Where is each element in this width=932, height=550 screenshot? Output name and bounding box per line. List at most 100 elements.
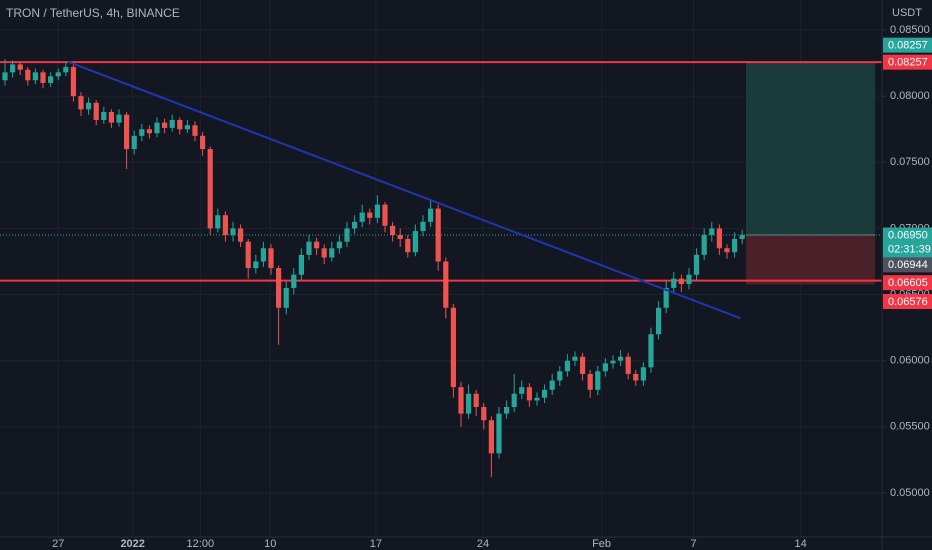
candle-body (275, 268, 282, 308)
loss-zone (745, 235, 876, 285)
candle-body (25, 69, 31, 81)
candle-body (184, 125, 191, 130)
candle-body (572, 356, 578, 361)
candle-body (579, 356, 586, 374)
candle-body (17, 64, 23, 70)
candle-body (443, 261, 449, 308)
symbol-title: TRON / TetherUS, 4h, BINANCE (6, 6, 180, 20)
candle-body (268, 248, 274, 269)
candle-body (678, 278, 684, 284)
price-tag (883, 294, 932, 310)
candle-body (101, 112, 107, 120)
candle-body (40, 72, 46, 83)
candle-body (230, 228, 236, 236)
candle-body (351, 221, 358, 229)
candle-body (321, 248, 327, 258)
x-tick-label: Feb (592, 538, 611, 550)
candle-body (169, 119, 175, 128)
candle-body (238, 228, 244, 242)
candle-body (253, 261, 259, 269)
candle-body (663, 287, 669, 308)
candle-body (435, 208, 441, 262)
price-tag (883, 54, 932, 70)
candle-body (488, 420, 494, 454)
candle-body (557, 371, 563, 381)
candle-body (329, 248, 335, 258)
candle-body (412, 231, 418, 253)
candle-body (245, 241, 251, 269)
y-tick-label: 0.06000 (890, 355, 930, 367)
candle-body (207, 149, 213, 229)
candle-body (93, 102, 99, 120)
candle-body (686, 274, 692, 284)
candle-body (70, 67, 77, 97)
candle-body (405, 239, 411, 253)
candle-body (671, 278, 677, 288)
x-tick-label: 17 (370, 538, 382, 550)
x-tick-label: 10 (264, 538, 276, 550)
trendline (67, 60, 742, 320)
y-tick-label: 0.07500 (890, 156, 930, 168)
price-tag-label: 0.06605 (888, 277, 928, 289)
candle-body (541, 389, 548, 398)
candle-body (503, 406, 510, 414)
y-tick-label: 0.05000 (890, 487, 930, 499)
candle-body (108, 112, 115, 123)
price-tag-label: 0.08257 (888, 40, 928, 52)
candle-body (200, 135, 206, 150)
candle-body (481, 406, 487, 421)
candle-body (709, 228, 715, 236)
x-tick-label: 2022 (120, 538, 144, 550)
candle-body (473, 393, 479, 407)
candle-body (86, 102, 92, 110)
candle-body (215, 215, 221, 229)
currency-label: USDT (892, 7, 922, 19)
candle-body (139, 129, 145, 136)
candle-body (610, 360, 616, 364)
candle-body (739, 235, 745, 240)
price-tag (883, 275, 932, 291)
candle-body (146, 129, 153, 134)
candle-body (389, 225, 396, 236)
candle-body (374, 204, 380, 218)
candle-body (648, 334, 654, 368)
candle-body (32, 72, 39, 81)
candle-body (427, 208, 434, 222)
candle-body (534, 397, 540, 401)
x-tick-label: 24 (477, 538, 489, 550)
candle-body (192, 125, 198, 136)
candle-body (10, 64, 16, 73)
candle-body (458, 387, 464, 414)
candle-body (124, 114, 130, 150)
price-countdown: 02:31:39 (888, 243, 931, 255)
candle-body (465, 393, 472, 414)
y-tick-label: 0.08000 (890, 90, 930, 102)
candle-body (397, 235, 403, 240)
candle-body (625, 356, 631, 374)
candle-body (367, 212, 373, 218)
profit-zone (745, 62, 876, 236)
candle-body (595, 371, 601, 390)
plot-area (0, 0, 882, 537)
candle-body (63, 67, 69, 73)
price-tag-label: 0.06950 (888, 229, 928, 241)
candle-body (283, 287, 289, 308)
candle-body (655, 307, 662, 335)
candle-body (617, 356, 624, 361)
candle-body (78, 96, 84, 110)
candle-body (420, 221, 426, 232)
x-tick-label: 12:00 (187, 538, 215, 550)
candle-body (116, 114, 122, 123)
price-tag (883, 257, 932, 273)
candle-body (359, 212, 365, 222)
candle-body (587, 373, 593, 390)
candle-body (336, 241, 342, 249)
candle-body (450, 307, 456, 388)
price-tag-label: 0.08257 (888, 57, 928, 69)
candle-body (511, 393, 517, 407)
candle-body (640, 367, 646, 381)
candle-body (526, 387, 532, 401)
candle-body (519, 387, 525, 394)
